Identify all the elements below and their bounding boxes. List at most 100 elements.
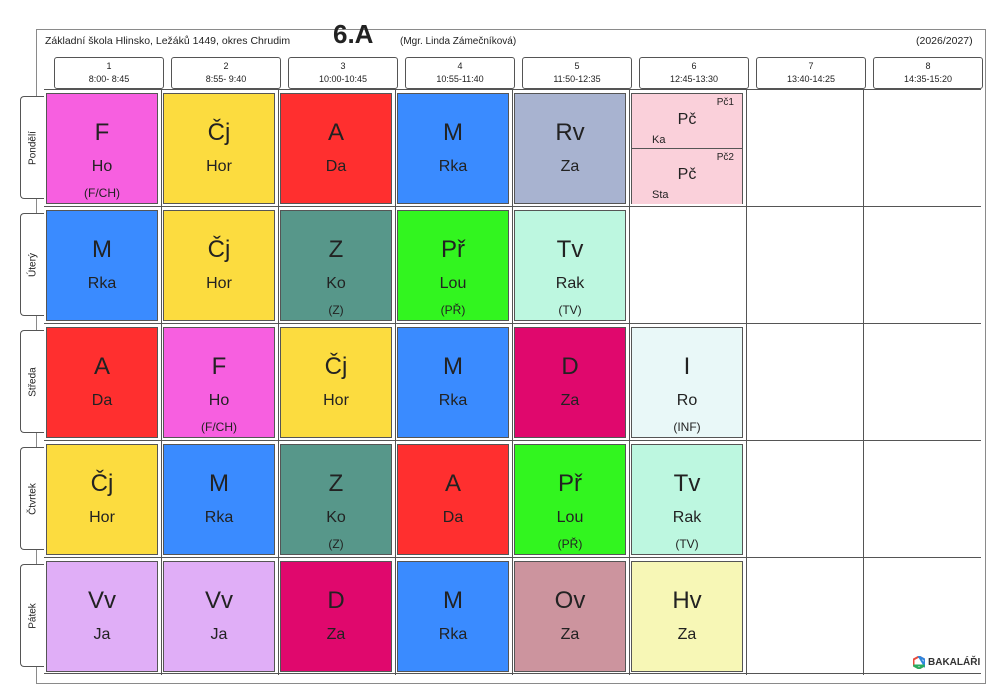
period-time: 10:00-10:45 (318, 74, 368, 84)
school-year: (2026/2027) (916, 35, 973, 47)
column-divider (512, 90, 513, 207)
column-divider (629, 441, 630, 558)
lesson-cell: M Rka (46, 210, 158, 321)
lesson-note: (Z) (328, 303, 344, 317)
period-time: 11:50-12:35 (553, 74, 601, 84)
bakalari-hexagon-icon (912, 653, 926, 670)
column-divider (863, 324, 864, 441)
column-divider (863, 90, 864, 207)
period-time: 8:55- 9:40 (205, 74, 247, 84)
day-name: Čtvrtek (27, 482, 38, 515)
column-divider (395, 558, 396, 675)
lesson-cell: Z Ko (Z) (280, 444, 392, 555)
lesson-note: (TV) (558, 303, 582, 317)
period-header-1: 1 8:00- 8:45 (54, 57, 164, 89)
lesson-teacher: Ho (208, 392, 230, 409)
lesson-subject: I (683, 353, 691, 380)
lesson-teacher: Rka (438, 626, 468, 643)
period-number: 6 (691, 61, 697, 71)
lesson-cell: Př Lou (PŘ) (514, 444, 626, 555)
lesson-teacher: Za (326, 626, 346, 643)
lesson-subject: M (443, 353, 463, 380)
lesson-subject: Čj (90, 470, 114, 497)
lesson-teacher: Rak (672, 509, 702, 526)
period-time: 8:00- 8:45 (88, 74, 130, 84)
lesson-cell: A Da (280, 93, 392, 204)
period-header-5: 5 11:50-12:35 (522, 57, 632, 89)
lesson-subject: M (92, 236, 112, 263)
split-lesson: Pč2 Pč Sta (632, 149, 742, 204)
period-number: 7 (808, 61, 814, 71)
day-row: M Rka Čj Hor Z Ko (Z) Př Lou (PŘ) Tv Rak (TV) (44, 206, 981, 324)
lesson-cell: D Za (514, 327, 626, 438)
lesson-cell: Čj Hor (163, 93, 275, 204)
column-divider (161, 90, 162, 207)
lesson-subject: A (444, 470, 461, 497)
lesson-subject: D (561, 353, 579, 380)
lesson-subject: F (94, 119, 110, 146)
school-name: Základní škola Hlinsko, Ležáků 1449, okr… (45, 35, 291, 47)
column-divider (395, 90, 396, 207)
lesson-cell: M Rka (397, 93, 509, 204)
lesson-cell: Vv Ja (163, 561, 275, 672)
column-divider (863, 441, 864, 558)
lesson-group: Pč2 (716, 152, 734, 163)
lesson-teacher: Hor (323, 392, 349, 409)
period-number: 4 (457, 61, 463, 71)
lesson-cell: M Rka (397, 327, 509, 438)
lesson-teacher: Rak (555, 275, 585, 292)
column-divider (278, 90, 279, 207)
period-number: 2 (223, 61, 229, 71)
lesson-teacher: Lou (439, 275, 467, 292)
column-divider (161, 324, 162, 441)
day-row: Vv Ja Vv Ja D Za M Rka Ov Za Hv Za (44, 557, 981, 675)
lesson-subject: Vv (87, 587, 116, 614)
period-header-8: 8 14:35-15:20 (873, 57, 983, 89)
lesson-teacher: Ho (91, 158, 113, 175)
lesson-subject: M (209, 470, 229, 497)
period-header-2: 2 8:55- 9:40 (171, 57, 281, 89)
lesson-teacher: Ja (210, 626, 228, 643)
day-row: Čj Hor M Rka Z Ko (Z) A Da Př Lou (PŘ) Tv Rak (TV) (44, 440, 981, 558)
lesson-subject: Pč (677, 166, 697, 183)
column-divider (278, 441, 279, 558)
column-divider (746, 90, 747, 207)
period-number: 8 (925, 61, 931, 71)
day-label-4: Pátek (20, 564, 44, 667)
lesson-teacher: Za (560, 626, 580, 643)
period-header-7: 7 13:40-14:25 (756, 57, 866, 89)
lesson-cell: Tv Rak (TV) (631, 444, 743, 555)
lesson-note: (F/CH) (201, 420, 237, 434)
period-time: 10:55-11:40 (436, 74, 484, 84)
column-divider (512, 207, 513, 324)
column-divider (395, 324, 396, 441)
lesson-subject: Tv (673, 470, 701, 497)
lesson-teacher: Rka (438, 392, 468, 409)
lesson-cell: F Ho (F/CH) (163, 327, 275, 438)
column-divider (161, 207, 162, 324)
day-name: Středa (27, 366, 38, 397)
lesson-teacher: Ja (93, 626, 111, 643)
day-label-0: Pondělí (20, 96, 44, 199)
lesson-note: (TV) (675, 537, 699, 551)
lesson-subject: Z (328, 236, 344, 263)
lesson-teacher: Za (677, 626, 697, 643)
column-divider (863, 207, 864, 324)
lesson-teacher: Da (91, 392, 113, 409)
lesson-cell: A Da (46, 327, 158, 438)
period-time: 14:35-15:20 (903, 74, 953, 84)
day-row: F Ho (F/CH) Čj Hor A Da M Rka Rv Za Pč1 Pč Ka Pč2 Pč Sta (44, 89, 981, 207)
column-divider (746, 558, 747, 675)
lesson-subject: M (443, 119, 463, 146)
day-label-1: Úterý (20, 213, 44, 316)
split-lesson: Pč1 Pč Ka (632, 94, 742, 149)
lesson-teacher: Ro (676, 392, 698, 409)
period-time: 13:40-14:25 (786, 74, 836, 84)
class-name: 6.A (333, 19, 374, 49)
day-name: Úterý (27, 252, 38, 277)
column-divider (512, 558, 513, 675)
lesson-teacher: Za (560, 158, 580, 175)
lesson-teacher: Ko (326, 275, 346, 292)
lesson-teacher: Hor (206, 275, 232, 292)
column-divider (161, 441, 162, 558)
